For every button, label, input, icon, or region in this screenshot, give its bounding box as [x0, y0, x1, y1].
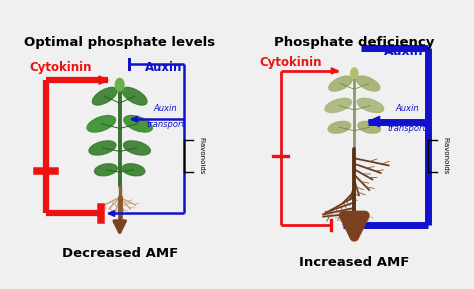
Text: Phosphate deficiency: Phosphate deficiency	[274, 36, 435, 49]
Ellipse shape	[94, 164, 117, 176]
Polygon shape	[343, 220, 354, 230]
Text: transport: transport	[146, 120, 185, 129]
Ellipse shape	[329, 76, 352, 91]
Text: Flavonoids: Flavonoids	[442, 137, 448, 175]
Ellipse shape	[356, 76, 380, 91]
Text: Auxin: Auxin	[154, 104, 177, 114]
Ellipse shape	[89, 141, 116, 155]
Text: Cytokinin: Cytokinin	[29, 61, 91, 74]
Ellipse shape	[124, 116, 152, 132]
Text: Increased AMF: Increased AMF	[299, 256, 410, 269]
Ellipse shape	[357, 98, 383, 112]
Text: Auxin: Auxin	[395, 104, 419, 114]
Text: Auxin: Auxin	[145, 61, 182, 74]
Ellipse shape	[328, 121, 351, 133]
Ellipse shape	[87, 116, 116, 132]
Ellipse shape	[351, 68, 358, 79]
Polygon shape	[331, 68, 338, 74]
Polygon shape	[131, 116, 137, 122]
Text: Decreased AMF: Decreased AMF	[62, 247, 178, 260]
Ellipse shape	[92, 87, 117, 105]
Ellipse shape	[325, 98, 351, 112]
Ellipse shape	[122, 87, 147, 105]
Text: Optimal phosphate levels: Optimal phosphate levels	[24, 36, 215, 49]
Polygon shape	[368, 116, 380, 127]
Text: transport: transport	[388, 124, 427, 133]
Ellipse shape	[122, 164, 145, 176]
Ellipse shape	[115, 78, 124, 91]
Polygon shape	[99, 76, 108, 84]
Text: Auxin: Auxin	[384, 45, 424, 58]
Text: Flavonoids: Flavonoids	[198, 137, 204, 175]
Ellipse shape	[124, 141, 150, 155]
Ellipse shape	[358, 121, 381, 133]
Text: Cytokinin: Cytokinin	[259, 56, 321, 69]
Polygon shape	[108, 211, 115, 216]
